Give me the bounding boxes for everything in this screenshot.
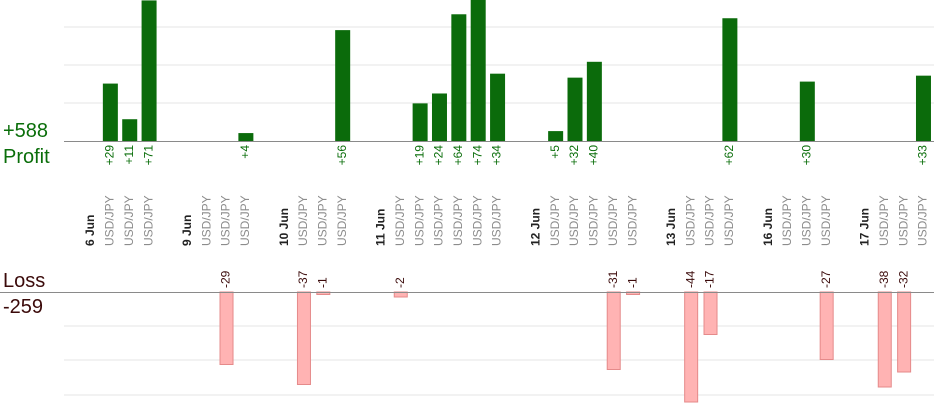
loss-bar bbox=[877, 291, 892, 388]
trade-symbol-label: USD/JPY bbox=[141, 195, 155, 246]
trade-symbol-label: USD/JPY bbox=[780, 195, 794, 246]
profit-bar bbox=[122, 119, 138, 141]
profit-value-label: +11 bbox=[122, 145, 136, 165]
trade-symbol-label: USD/JPY bbox=[567, 195, 581, 246]
trade-symbol-label: USD/JPY bbox=[219, 195, 233, 246]
profit-bar bbox=[335, 30, 351, 141]
trade-symbol-label: USD/JPY bbox=[315, 195, 329, 246]
profit-value-label: +5 bbox=[548, 145, 562, 159]
profit-bar bbox=[722, 18, 738, 142]
trade-symbol-label: USD/JPY bbox=[470, 195, 484, 246]
loss-bar bbox=[296, 291, 311, 385]
loss-total: -259 bbox=[3, 296, 44, 318]
trade-symbol-label: USD/JPY bbox=[877, 195, 891, 246]
profit-value-label: +71 bbox=[141, 145, 155, 166]
date-label: 12 Jun bbox=[528, 208, 542, 246]
profit-value-label: +4 bbox=[238, 145, 252, 159]
profit-bar bbox=[470, 0, 486, 142]
profit-bar bbox=[567, 77, 583, 141]
trade-symbol-label: USD/JPY bbox=[238, 195, 252, 246]
profit-bar bbox=[799, 81, 815, 141]
date-label: 6 Jun bbox=[83, 215, 97, 246]
loss-value-label: -32 bbox=[896, 270, 910, 288]
trade-symbol-label: USD/JPY bbox=[606, 195, 620, 246]
loss-value-label: -31 bbox=[606, 270, 620, 288]
profit-value-label: +74 bbox=[470, 145, 484, 166]
loss-bar bbox=[606, 291, 621, 370]
loss-value-label: -27 bbox=[819, 270, 833, 288]
loss-label: Loss bbox=[3, 270, 46, 292]
trade-symbol-label: USD/JPY bbox=[548, 195, 562, 246]
profit-value-label: +33 bbox=[916, 145, 930, 166]
trade-symbol-label: USD/JPY bbox=[490, 195, 504, 246]
profit-bar bbox=[490, 73, 506, 141]
profit-bar bbox=[431, 93, 447, 141]
profit-bar bbox=[102, 83, 118, 141]
trade-symbol-label: USD/JPY bbox=[122, 195, 136, 246]
loss-bar bbox=[819, 291, 834, 360]
loss-bar bbox=[897, 291, 912, 373]
profit-label: Profit bbox=[3, 146, 50, 168]
date-label: 17 Jun bbox=[858, 208, 872, 246]
date-label: 9 Jun bbox=[180, 215, 194, 246]
trade-symbol-label: USD/JPY bbox=[896, 195, 910, 246]
profit-bar bbox=[412, 103, 428, 141]
trade-symbol-label: USD/JPY bbox=[587, 195, 601, 246]
trade-symbol-label: USD/JPY bbox=[722, 195, 736, 246]
trade-symbol-label: USD/JPY bbox=[625, 195, 639, 246]
profit-bar bbox=[548, 131, 564, 141]
trade-symbol-label: USD/JPY bbox=[819, 195, 833, 246]
profit-value-label: +40 bbox=[587, 145, 601, 166]
profit-value-label: +24 bbox=[432, 145, 446, 166]
trade-symbol-label: USD/JPY bbox=[393, 195, 407, 246]
trade-symbol-label: USD/JPY bbox=[451, 195, 465, 246]
date-label: 11 Jun bbox=[374, 209, 388, 246]
profit-bar bbox=[451, 14, 467, 142]
date-label: 16 Jun bbox=[761, 208, 775, 246]
profit-total: +588 bbox=[3, 120, 49, 142]
trade-symbol-label: USD/JPY bbox=[296, 195, 310, 246]
loss-value-label: -1 bbox=[625, 277, 639, 288]
loss-value-label: -17 bbox=[703, 270, 717, 288]
profit-bar bbox=[586, 61, 602, 141]
profit-value-label: +56 bbox=[335, 145, 349, 166]
trade-symbol-label: USD/JPY bbox=[103, 195, 117, 246]
date-label: 13 Jun bbox=[664, 208, 678, 246]
trade-symbol-label: USD/JPY bbox=[412, 195, 426, 246]
profit-bar bbox=[141, 0, 157, 142]
loss-value-label: -44 bbox=[683, 270, 697, 288]
loss-value-label: -29 bbox=[219, 270, 233, 288]
loss-bar bbox=[703, 291, 718, 335]
loss-value-label: -37 bbox=[296, 270, 310, 288]
profit-bar bbox=[238, 133, 254, 141]
trade-symbol-label: USD/JPY bbox=[799, 195, 813, 246]
loss-bar bbox=[684, 291, 699, 403]
loss-value-label: -38 bbox=[877, 270, 891, 288]
loss-bar bbox=[219, 291, 234, 365]
profit-bar bbox=[915, 75, 931, 141]
profit-value-label: +29 bbox=[103, 145, 117, 166]
loss-value-label: -2 bbox=[393, 277, 407, 288]
trade-symbol-label: USD/JPY bbox=[335, 195, 349, 246]
trade-symbol-label: USD/JPY bbox=[916, 195, 930, 246]
profit-value-label: +64 bbox=[451, 145, 465, 166]
trade-symbol-label: USD/JPY bbox=[432, 195, 446, 246]
trade-symbol-label: USD/JPY bbox=[703, 195, 717, 246]
profit-value-label: +19 bbox=[412, 145, 426, 166]
trade-symbol-label: USD/JPY bbox=[199, 195, 213, 246]
loss-value-label: -1 bbox=[315, 277, 329, 288]
profit-value-label: +32 bbox=[567, 145, 581, 166]
profit-value-label: +62 bbox=[722, 145, 736, 166]
profit-value-label: +30 bbox=[799, 145, 813, 166]
date-label: 10 Jun bbox=[277, 208, 291, 246]
trade-symbol-label: USD/JPY bbox=[683, 195, 697, 246]
profit-value-label: +34 bbox=[490, 145, 504, 166]
